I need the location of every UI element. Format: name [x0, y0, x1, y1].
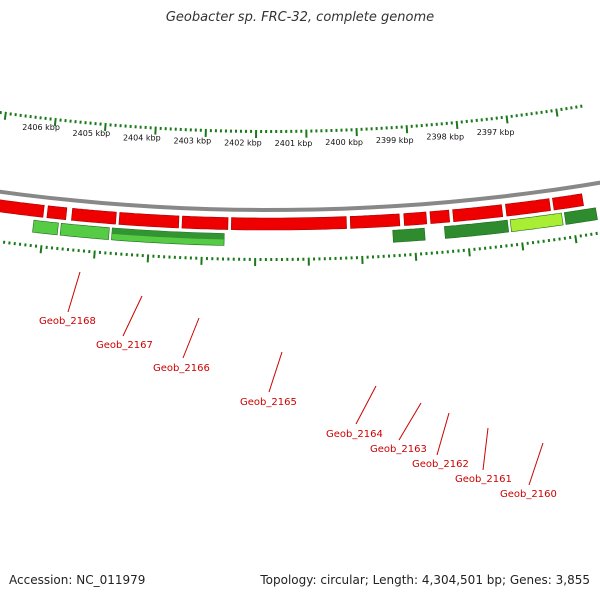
scale-labels: 2406 kbp 2405 kbp 2404 kbp 2403 kbp 2402 kbp… [22, 123, 514, 148]
scale-label: 2400 kbp [325, 138, 363, 147]
forward-gene [552, 193, 584, 211]
reverse-gene [509, 212, 564, 233]
scale-tick [53, 117, 57, 127]
gene-label: Geob_2162 [412, 459, 469, 470]
reverse-gene [563, 207, 598, 225]
forward-gene [230, 216, 347, 231]
backbone [0, 180, 600, 213]
scale-label: 2397 kbp [477, 128, 515, 137]
scale-tick [3, 111, 7, 120]
scale-label: 2398 kbp [426, 133, 464, 142]
gene-pointer-line [398, 402, 422, 441]
scale-label: 2402 kbp [224, 138, 262, 147]
scale-label: 2404 kbp [123, 133, 161, 142]
reverse-strand-genes [32, 207, 598, 246]
gene-pointer-line [482, 427, 489, 471]
gene-label: Geob_2164 [326, 429, 383, 440]
forward-gene [0, 199, 45, 218]
inner-tick [467, 248, 471, 257]
accession-text: Accession: NC_011979 [9, 573, 146, 587]
gene-label: Geob_2168 [39, 316, 96, 327]
forward-gene [349, 213, 401, 229]
scale-label: 2401 kbp [275, 139, 313, 148]
gene-pointer-line [436, 412, 450, 456]
scale-ticks [0, 104, 583, 138]
gene-pointer-line [182, 317, 200, 359]
forward-gene [181, 215, 229, 230]
gene-pointer-line [268, 351, 283, 393]
reverse-gene [59, 222, 110, 240]
scale-label: 2399 kbp [376, 136, 414, 145]
forward-gene [71, 207, 117, 225]
scale-label: 2405 kbp [73, 129, 111, 138]
scale-label: 2403 kbp [173, 137, 211, 146]
map-title: Geobacter sp. FRC-32, complete genome [165, 10, 435, 25]
forward-gene [505, 198, 551, 217]
genome-info-text: Topology: circular; Length: 4,304,501 bp… [260, 573, 590, 587]
scale-tick [455, 120, 459, 130]
scale-tick [104, 122, 107, 132]
inner-tick [574, 235, 578, 244]
scale-tick [405, 125, 409, 134]
gene-label: Geob_2160 [500, 489, 557, 500]
gene-pointer-line [528, 442, 544, 486]
reverse-gene [32, 219, 59, 236]
scale-tick [555, 108, 559, 117]
reverse-gene-shade [111, 227, 225, 240]
forward-strand-genes [0, 193, 584, 231]
scale-label: 2406 kbp [22, 123, 60, 132]
forward-gene [429, 209, 451, 224]
reverse-gene [392, 227, 426, 243]
inner-tick [39, 245, 43, 254]
gene-pointer-line [67, 271, 81, 313]
forward-gene [452, 204, 504, 223]
inner-tick [521, 242, 525, 251]
inner-tick [93, 250, 96, 259]
forward-gene [118, 212, 180, 229]
backbone-line [0, 180, 600, 213]
gene-label: Geob_2167 [96, 340, 153, 351]
gene-pointer-line [355, 385, 377, 425]
gene-labels: Geob_2168 Geob_2167 Geob_2166 Geob_2165 Geob… [39, 271, 557, 500]
reverse-gene [443, 219, 510, 239]
inner-ticks [2, 231, 598, 266]
gene-label: Geob_2166 [153, 363, 210, 374]
inner-tick [414, 252, 418, 261]
gene-pointer-line [122, 295, 143, 337]
forward-gene [46, 205, 68, 221]
gene-label: Geob_2165 [240, 397, 297, 408]
gene-label: Geob_2161 [455, 474, 512, 485]
gene-label: Geob_2163 [370, 444, 427, 455]
scale-tick [505, 115, 509, 124]
forward-gene [403, 211, 428, 226]
